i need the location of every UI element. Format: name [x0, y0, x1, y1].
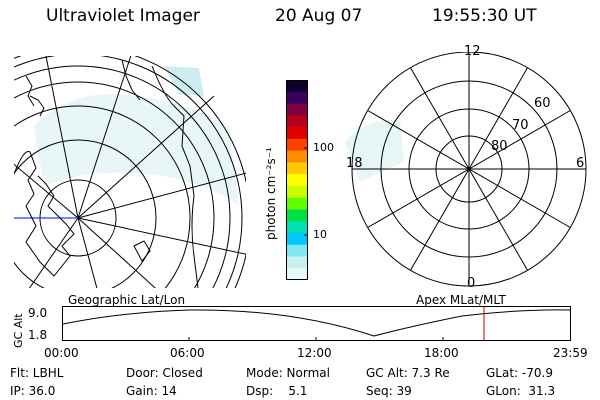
aurora-emission-region — [345, 119, 404, 182]
mlat-label-60: 60 — [534, 96, 551, 111]
colorbar-cell — [286, 185, 308, 199]
latitude-circles — [14, 56, 246, 288]
observation-date: 20 Aug 07 — [275, 6, 363, 26]
altitude-curve — [62, 309, 571, 337]
colorbar-cell — [286, 221, 308, 234]
observation-time: 19:55:30 UT — [432, 6, 537, 26]
colorbar-cell — [286, 174, 308, 187]
altitude-min-label: 1.8 — [28, 328, 48, 342]
time-tick-2359: 23:59 — [553, 346, 588, 360]
colorbar-cell — [286, 80, 308, 93]
intensity-colorbar — [286, 80, 308, 280]
time-tick-1200: 12:00 — [297, 346, 332, 360]
gain-status: Gain: 14 — [126, 384, 177, 398]
colorbar-cell — [286, 268, 308, 280]
colorbar-cell — [286, 150, 308, 163]
time-tick-0000: 00:00 — [44, 346, 79, 360]
time-tick-1800: 18:00 — [424, 346, 459, 360]
colorbar-frame — [286, 80, 308, 280]
altitude-plot-frame — [62, 306, 571, 341]
colorbar-cell — [286, 127, 308, 140]
colorbar-cells — [286, 80, 308, 280]
altitude-x-ticks — [188, 337, 444, 341]
geographic-panel-label: Geographic Lat/Lon — [68, 293, 186, 307]
ip-status: IP: 36.0 — [10, 384, 56, 398]
aurora-emission-region — [34, 94, 239, 206]
colorbar-tick-10: 10 — [313, 228, 327, 241]
colorbar-cell — [286, 162, 308, 175]
instrument-title: Ultraviolet Imager — [46, 6, 200, 26]
sequence-status: Seq: 39 — [366, 384, 412, 398]
geographic-longitude-status: GLon: 31.3 — [486, 384, 556, 398]
colorbar-cell — [286, 91, 308, 105]
mlat-label-70: 70 — [512, 118, 529, 133]
door-status: Door: Closed — [126, 366, 203, 380]
filter-status: Flt: LBHL — [10, 366, 64, 380]
mode-status: Mode: Normal — [246, 366, 330, 380]
colorbar-unit-label: photon cm⁻²s⁻¹ — [264, 147, 278, 240]
colorbar-cell — [286, 103, 308, 116]
mlt-label-midnight: 0 — [467, 276, 476, 291]
colorbar-cell — [286, 244, 308, 257]
colorbar-cell — [286, 232, 308, 246]
time-tick-0600: 06:00 — [170, 346, 205, 360]
polar-panel-label: Apex MLat/MLT — [416, 293, 506, 307]
coastline-outlines — [14, 59, 199, 288]
altitude-max-label: 9.0 — [28, 306, 48, 320]
colorbar-tick-100: 100 — [313, 141, 334, 154]
longitude-meridians — [14, 56, 246, 288]
colorbar-cell — [286, 138, 308, 152]
mlt-meridians — [352, 52, 586, 286]
altitude-orbit-plot — [62, 306, 571, 341]
gc-alt-status: GC Alt: 7.3 Re — [366, 366, 450, 380]
mlt-label-dawn: 6 — [576, 156, 585, 171]
polar-mlat-mlt-panel — [345, 52, 587, 287]
geographic-map-panel — [14, 56, 246, 288]
colorbar-cell — [286, 209, 308, 222]
colorbar-cell — [286, 197, 308, 210]
colorbar-cell — [286, 256, 308, 269]
altitude-axis-label: GC Alt — [12, 313, 25, 348]
dsp-status: Dsp: 5.1 — [246, 384, 308, 398]
mlat-label-80: 80 — [491, 139, 508, 154]
colorbar-cell — [286, 115, 308, 128]
aurora-emission-patch — [164, 66, 204, 96]
geographic-latitude-status: GLat: -70.9 — [486, 366, 553, 380]
mlt-label-dusk: 18 — [346, 156, 363, 171]
mlt-label-noon: 12 — [464, 44, 481, 59]
